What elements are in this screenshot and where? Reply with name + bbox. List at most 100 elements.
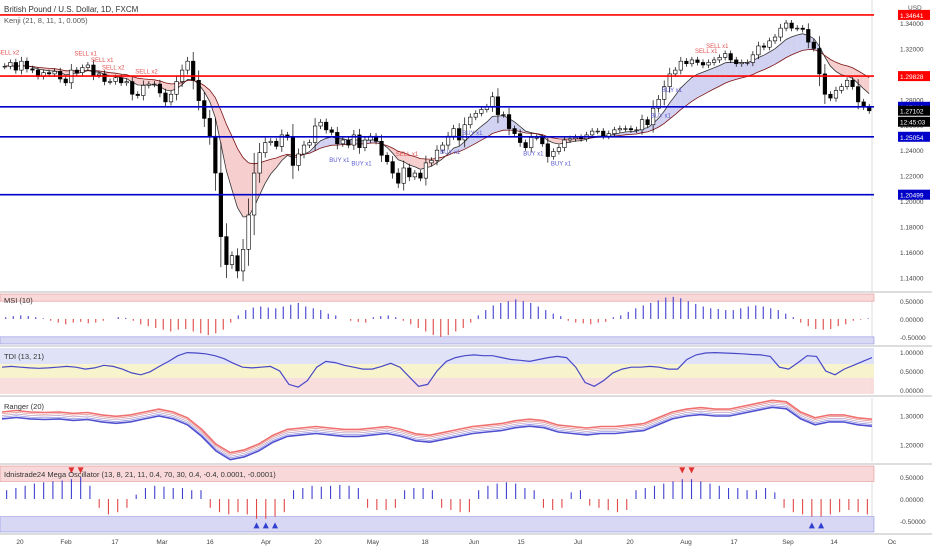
panel-tick-label: 0.00000: [900, 497, 924, 504]
kenji-band-segment: [464, 136, 471, 150]
candle-body: [396, 172, 401, 184]
buy-signal-label: BUY x1: [440, 150, 461, 156]
tdi-upper-zone: [0, 348, 874, 365]
candle-body: [47, 72, 52, 75]
candle-body: [856, 86, 861, 103]
candle-body: [761, 45, 767, 48]
kenji-band-segment: [647, 123, 654, 132]
candle-body: [207, 118, 212, 137]
price-tick-label: 1.22000: [900, 174, 924, 181]
candle-body: [157, 83, 163, 94]
sell-arrow-icon: [77, 467, 84, 474]
oscillator-title: Idnistrade24 Mega Oscillator (13, 8, 21,…: [4, 470, 276, 479]
kenji-band-segment: [486, 116, 493, 138]
kenji-band-segment: [625, 131, 631, 135]
kenji-band-segment: [148, 79, 155, 85]
candle-body: [102, 73, 107, 82]
osc-lower-zone: [0, 516, 875, 533]
candle-body: [412, 172, 417, 178]
panel-tick-label: -0.50000: [900, 335, 926, 342]
candle-body: [490, 96, 495, 108]
sell-signal-label: SELL x1: [74, 52, 97, 58]
time-tick-label: 17: [730, 539, 738, 546]
kenji-band-segment: [714, 65, 720, 89]
candle-body: [628, 128, 634, 131]
time-tick-label: Jul: [574, 539, 583, 546]
candle-body: [335, 132, 340, 145]
kenji-band-segment: [481, 121, 487, 141]
buy-signal-label: BUY x1: [462, 131, 483, 137]
candle-body: [562, 139, 567, 148]
kenji-band-segment: [775, 44, 781, 65]
kenji-band-segment: [675, 87, 681, 115]
ranger-panel[interactable]: 1.30000 1.20000: [0, 398, 932, 465]
candle-body: [240, 249, 246, 272]
panel-tick-label: 1.00000: [900, 350, 924, 357]
time-axis[interactable]: 20 Feb 17 Mar 16 Apr 20 May 18 Jun 15 Jul 20 Aug 17 Sep…: [16, 539, 897, 546]
time-tick-label: Feb: [60, 539, 72, 546]
kenji-band-segment: [664, 102, 670, 124]
candle-body: [163, 92, 168, 103]
candle-body: [63, 78, 68, 84]
kenji-band-segment: [786, 36, 792, 58]
candle-body: [434, 149, 440, 161]
oscillator-panel[interactable]: 0.50000 0.00000 -0.50000: [0, 465, 932, 535]
time-tick-label: Mar: [156, 539, 168, 546]
candle-body: [74, 69, 79, 73]
candle-body: [617, 128, 622, 131]
study-title: Kenji (21, 8, 11, 1, 0.005): [4, 16, 88, 25]
kenji-band-segment: [398, 151, 404, 162]
candle-body: [8, 62, 13, 67]
candle-body: [806, 29, 811, 43]
buy-arrow-icon: [272, 522, 279, 529]
candle-body: [213, 135, 218, 174]
candle-body: [307, 142, 312, 146]
ranger-band-line: [1, 399, 873, 454]
candle-body: [146, 83, 151, 86]
candle-body: [152, 83, 157, 86]
kenji-band-segment: [165, 82, 172, 91]
price-tick-label: 1.18000: [900, 224, 924, 231]
osc-upper-zone: [0, 465, 875, 482]
sell-signal-label: SELL x1: [695, 49, 718, 55]
level-tag-label: 1.20499: [900, 193, 924, 200]
panel-tick-label: 1.20000: [900, 443, 924, 450]
candle-body: [202, 100, 207, 119]
candle-body: [662, 86, 667, 100]
candle-body: [501, 114, 506, 116]
tdi-panel[interactable]: 1.00000 0.50000 0.00000: [0, 348, 932, 397]
candle-body: [822, 73, 827, 95]
msi-panel[interactable]: 0.50000 0.00000 -0.50000: [0, 293, 932, 347]
tdi-title: TDI (13, 21): [4, 352, 45, 361]
candle-body: [634, 129, 639, 131]
kenji-band-segment: [409, 155, 415, 167]
kenji-band-segment: [691, 74, 698, 102]
kenji-band-segment: [719, 62, 726, 87]
kenji-band-segment: [392, 148, 399, 160]
candle-body: [235, 255, 240, 272]
price-panel[interactable]: 1.340001.320001.300001.280001.260001.240…: [0, 0, 932, 293]
kenji-band-segment: [475, 126, 482, 144]
candle-body: [518, 133, 523, 143]
kenji-band-segment: [630, 131, 637, 135]
candle-body: [113, 77, 118, 82]
kenji-band-segment: [658, 111, 665, 128]
kenji-band-segment: [653, 118, 659, 130]
candle-body: [606, 133, 611, 137]
kenji-band-segment: [547, 136, 554, 143]
candle-body: [362, 139, 368, 148]
candle-body: [700, 62, 706, 66]
candle-body: [462, 124, 467, 141]
kenji-band-segment: [60, 69, 66, 75]
candle-body: [329, 129, 334, 133]
sell-arrow-icon: [688, 467, 695, 474]
candle-body: [573, 137, 578, 140]
kenji-band-segment: [830, 59, 836, 72]
candle-body: [119, 77, 124, 84]
time-tick-label: 20: [16, 539, 24, 546]
kenji-band-segment: [220, 110, 227, 171]
kenji-band-segment: [320, 138, 327, 149]
kenji-fast-line: [4, 33, 870, 218]
